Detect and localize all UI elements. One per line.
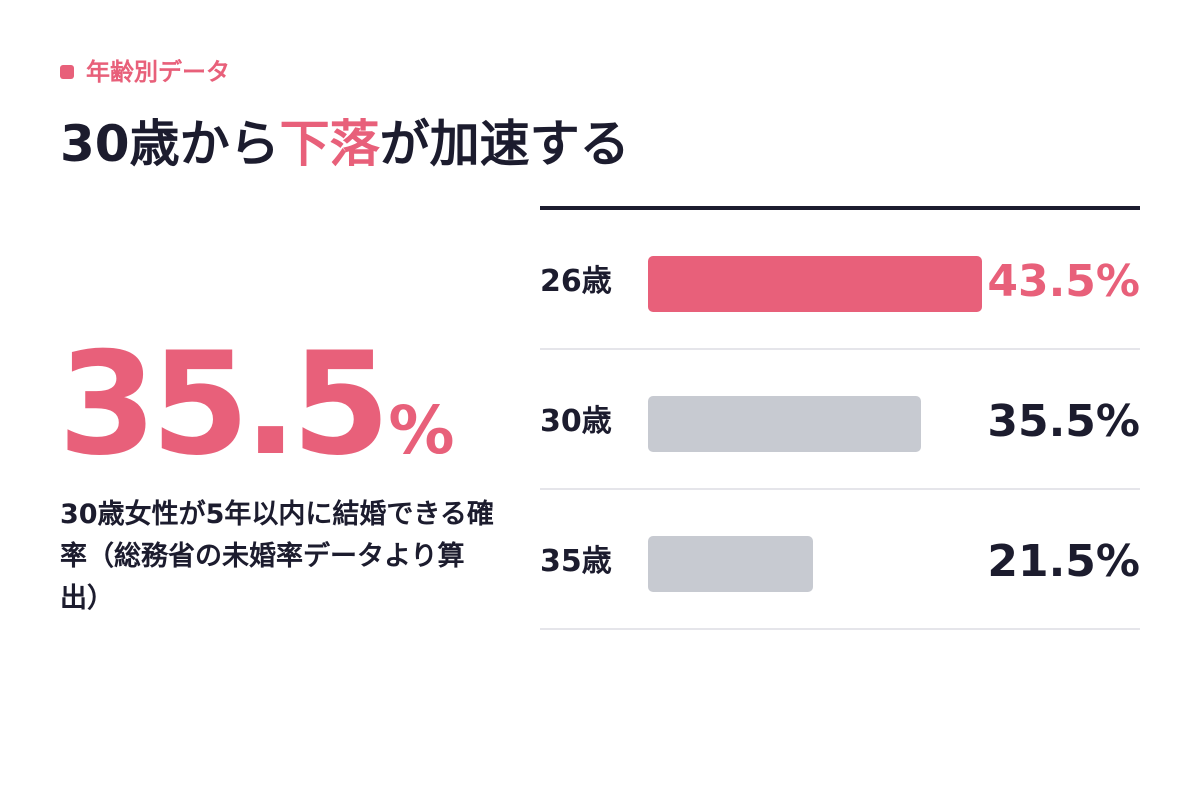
- category-label: 26歳: [540, 264, 612, 299]
- headline-unit: %: [388, 392, 455, 469]
- value-label: 43.5%: [987, 256, 1140, 307]
- chart-row: 35歳 21.5%: [540, 490, 1140, 630]
- chart-top-rule: [540, 206, 1140, 210]
- headline-stat: 35.5%: [58, 330, 455, 480]
- value-label: 21.5%: [987, 536, 1140, 587]
- row-divider: [540, 348, 1140, 350]
- chart-row: 26歳 43.5%: [540, 210, 1140, 350]
- age-bar-chart: 26歳 43.5% 30歳 35.5% 35歳 21.5%: [540, 206, 1140, 632]
- page-title: 30歳から下落が加速する: [60, 108, 630, 180]
- category-label: 30歳: [540, 404, 612, 439]
- title-highlight: 下落: [279, 115, 380, 173]
- headline-description: 30歳女性が5年以内に結婚できる確率（総務省の未婚率データより算出）: [60, 499, 494, 614]
- bar: [648, 536, 814, 592]
- chart-row: 30歳 35.5%: [540, 350, 1140, 490]
- tag-square-icon: [60, 65, 74, 79]
- bar: [648, 396, 921, 452]
- row-divider: [540, 488, 1140, 490]
- headline-value: 35.5: [58, 322, 390, 487]
- title-suffix: が加速する: [379, 115, 630, 173]
- tag-label: 年齢別データ: [86, 58, 230, 86]
- title-prefix: 30歳から: [60, 115, 280, 173]
- section-tag: 年齢別データ: [60, 58, 230, 86]
- category-label: 35歳: [540, 544, 612, 579]
- row-divider: [540, 628, 1140, 630]
- value-label: 35.5%: [987, 396, 1140, 447]
- bar: [648, 256, 983, 312]
